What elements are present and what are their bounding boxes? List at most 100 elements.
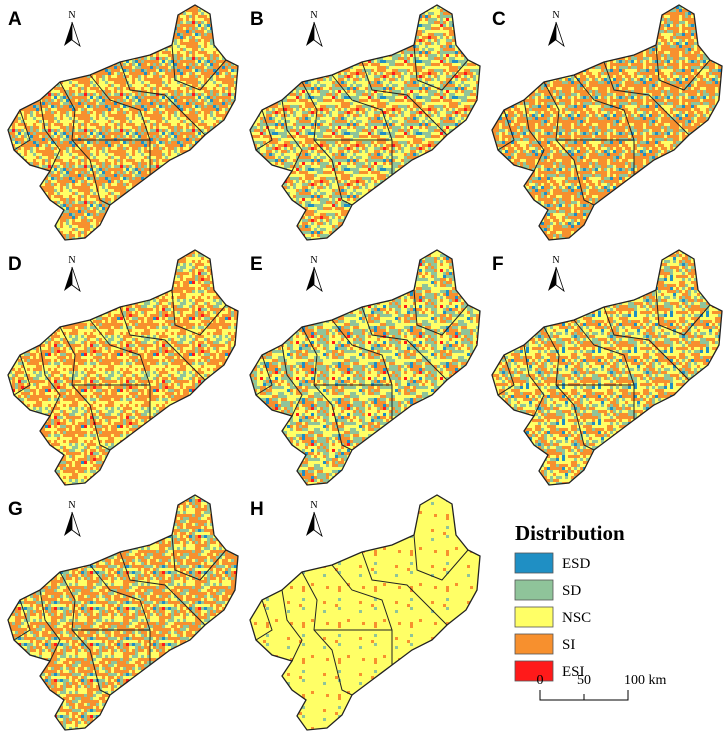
panel-letter: E <box>250 254 263 275</box>
scale-label: 100 km <box>624 673 667 688</box>
north-label: N <box>310 10 317 21</box>
boundary <box>413 289 469 336</box>
north-arrow <box>306 267 314 291</box>
boundary <box>59 81 111 206</box>
panel-letter: B <box>250 9 264 30</box>
boundary <box>523 344 545 417</box>
north-label: N <box>552 10 559 21</box>
north-arrow <box>313 511 323 538</box>
boundary <box>89 319 151 420</box>
legend-swatch <box>514 579 554 601</box>
north-arrow <box>548 267 556 291</box>
panel-letter: A <box>8 9 22 30</box>
scale-bar: 0 50 100 km <box>537 673 667 701</box>
boundary <box>361 306 448 381</box>
boundary <box>655 289 711 336</box>
panel-letter: D <box>8 254 22 275</box>
legend-label: SI <box>562 637 575 653</box>
north-arrow <box>64 267 72 291</box>
boundary <box>361 61 448 136</box>
region <box>491 249 723 486</box>
north-arrow <box>313 266 323 293</box>
boundary <box>603 61 690 136</box>
north-label: N <box>68 500 75 511</box>
region <box>7 249 239 486</box>
north-arrow <box>306 512 314 536</box>
boundary <box>119 306 206 381</box>
boundary <box>497 354 515 396</box>
legend-swatch <box>514 606 554 628</box>
region <box>249 494 481 731</box>
boundary <box>331 564 393 665</box>
north-label: N <box>552 255 559 266</box>
panel-letter: H <box>250 499 264 520</box>
boundary <box>89 564 151 665</box>
north-arrow <box>555 266 565 293</box>
boundary <box>301 571 353 696</box>
boundary <box>13 599 31 641</box>
boundary <box>301 81 353 206</box>
boundary <box>255 109 273 151</box>
boundary <box>59 571 111 696</box>
boundary <box>543 326 595 451</box>
panel-letter: C <box>492 9 506 30</box>
north-arrow <box>64 512 72 536</box>
north-arrow <box>64 22 72 46</box>
boundary <box>39 344 61 417</box>
north-arrow <box>306 22 314 46</box>
legend-title: Distribution <box>515 521 625 545</box>
boundary <box>59 326 111 451</box>
boundary <box>255 599 273 641</box>
legend-label: ESD <box>562 556 591 572</box>
boundary <box>281 344 303 417</box>
boundary <box>603 306 690 381</box>
north-arrow <box>548 22 556 46</box>
boundary <box>89 74 151 175</box>
boundary <box>331 74 393 175</box>
region <box>249 4 481 241</box>
north-arrow <box>71 266 81 293</box>
boundary <box>413 44 469 91</box>
north-label: N <box>68 10 75 21</box>
boundary <box>361 551 448 626</box>
boundary <box>523 99 545 172</box>
boundary <box>255 354 273 396</box>
scale-label: 50 <box>577 673 591 688</box>
boundary <box>171 534 227 581</box>
boundary <box>301 326 353 451</box>
boundary <box>171 44 227 91</box>
boundary <box>171 289 227 336</box>
boundary <box>119 551 206 626</box>
north-label: N <box>310 255 317 266</box>
boundary <box>573 319 635 420</box>
boundary <box>331 319 393 420</box>
north-label: N <box>310 500 317 511</box>
north-arrow <box>555 21 565 48</box>
boundary <box>39 589 61 662</box>
boundary <box>543 81 595 206</box>
region <box>7 4 239 241</box>
panel-letter: G <box>8 499 23 520</box>
boundary <box>281 589 303 662</box>
region <box>491 4 723 241</box>
region <box>249 249 481 486</box>
north-arrow <box>71 21 81 48</box>
boundary <box>13 109 31 151</box>
boundary <box>119 61 206 136</box>
legend-label: NSC <box>562 610 591 626</box>
region <box>7 494 239 731</box>
north-arrow <box>71 511 81 538</box>
boundary <box>413 534 469 581</box>
legend-label: SD <box>562 583 581 599</box>
boundary <box>13 354 31 396</box>
north-arrow <box>313 21 323 48</box>
